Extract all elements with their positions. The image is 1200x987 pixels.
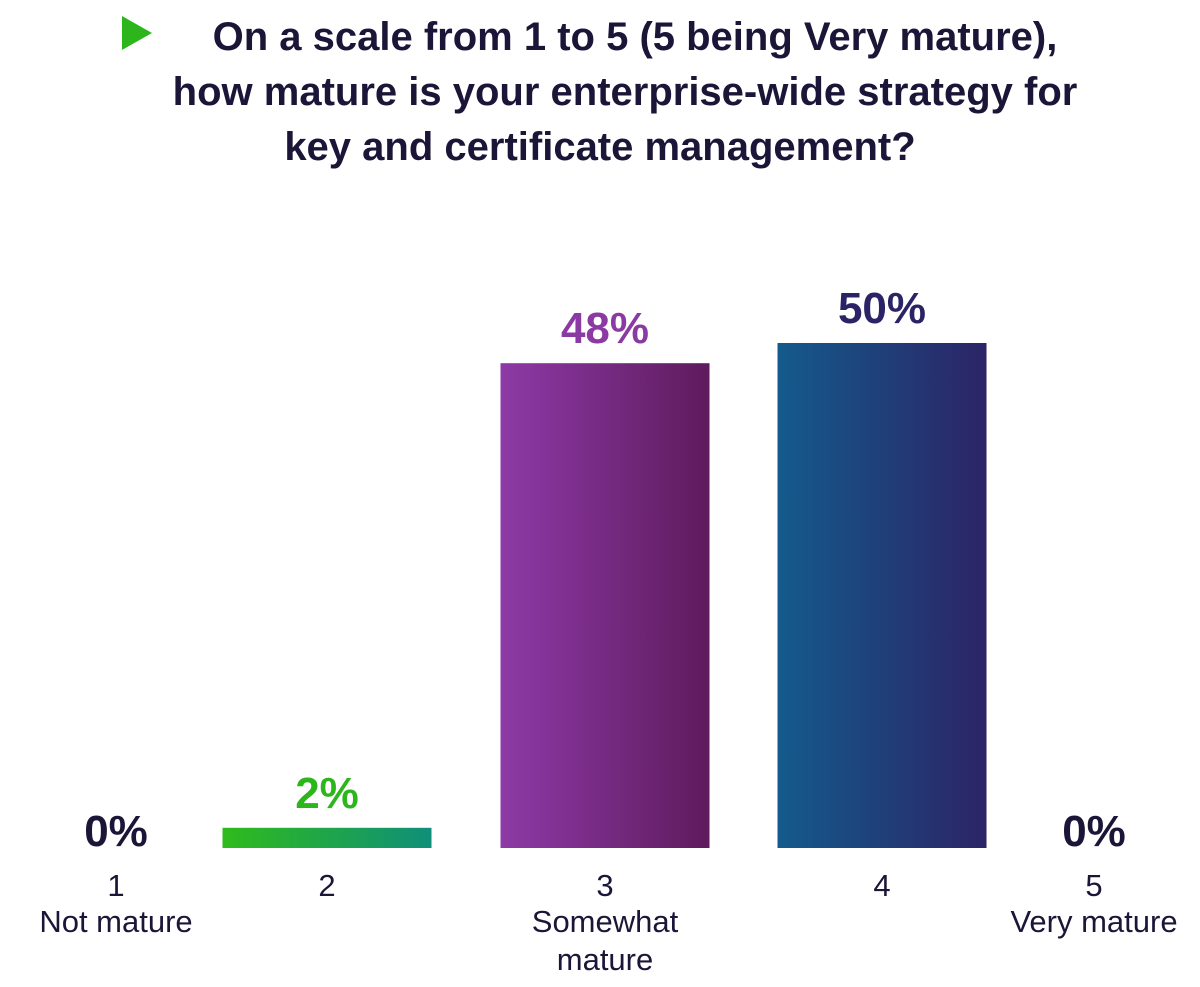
bar-3 [500,363,710,848]
category-sublabel-3: mature [557,942,653,977]
category-sublabel-3: Somewhat [532,904,679,939]
value-label-3: 48% [561,304,649,353]
value-label-2: 2% [295,769,359,818]
value-label-5: 0% [1062,807,1126,856]
value-label-4: 50% [838,284,926,333]
category-label-5: 5 [1085,868,1102,903]
title-line-2: how mature is your enterprise-wide strat… [172,70,1078,114]
category-sublabel-1: Not mature [39,904,192,939]
value-label-1: 0% [84,807,148,856]
title-line-1: On a scale from 1 to 5 (5 being Very mat… [212,15,1058,59]
title-line-3: key and certificate management? [284,125,916,169]
play-icon [122,16,152,50]
bar-4 [777,343,987,848]
category-label-4: 4 [873,868,890,903]
category-sublabel-5: Very mature [1010,904,1177,939]
category-label-1: 1 [107,868,124,903]
chart-title: On a scale from 1 to 5 (5 being Very mat… [0,10,1200,175]
bar-2 [222,827,432,848]
category-label-2: 2 [318,868,335,903]
category-label-3: 3 [596,868,613,903]
